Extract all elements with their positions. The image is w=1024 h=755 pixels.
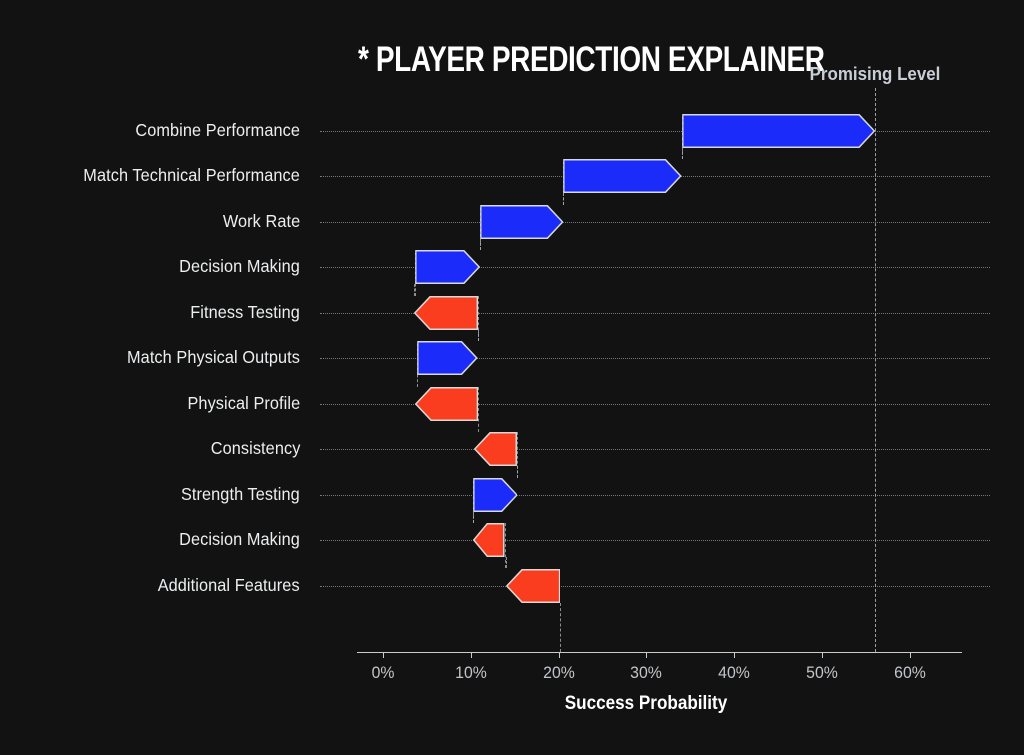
waterfall-bar-positive[interactable] — [414, 250, 480, 285]
y-axis-label-text: Physical Profile — [187, 392, 300, 413]
x-axis-tick — [383, 652, 384, 658]
waterfall-connector — [472, 477, 474, 524]
waterfall-bar-positive[interactable] — [681, 114, 875, 148]
waterfall-connector — [479, 204, 481, 251]
gridline — [320, 449, 990, 451]
y-axis-tick-label: Consistency — [0, 438, 300, 458]
y-axis-tick-label: Combine Performance — [0, 120, 300, 140]
y-axis-label-text: Decision Making — [179, 529, 300, 550]
waterfall-connector — [681, 114, 683, 160]
gridline — [320, 585, 990, 587]
x-axis-tick-label: 0% — [371, 663, 395, 682]
x-axis-tick-label: 60% — [893, 663, 926, 682]
waterfall-connector — [517, 466, 519, 478]
waterfall-connector — [479, 238, 481, 251]
waterfall-connector — [414, 250, 416, 296]
y-axis-tick-label: Physical Profile — [0, 393, 300, 413]
y-axis-tick-label: Strength Testing — [0, 484, 300, 504]
x-axis-line — [356, 652, 963, 653]
y-axis-label-text: Decision Making — [179, 256, 300, 277]
promising-level-reference-line — [874, 88, 876, 652]
x-axis-title: Success Probability — [565, 693, 728, 714]
gridline — [320, 267, 990, 269]
x-axis-tick-label: 40% — [718, 663, 751, 682]
x-axis-tick — [470, 652, 472, 658]
gridline — [320, 494, 990, 496]
waterfall-connector — [562, 193, 564, 205]
x-axis-tick-label: 10% — [454, 663, 487, 682]
gridline — [320, 358, 990, 360]
waterfall-bar-positive[interactable] — [479, 204, 563, 239]
waterfall-bar-negative[interactable] — [474, 432, 518, 467]
waterfall-connector-baseline — [560, 602, 562, 652]
waterfall-connector — [505, 557, 507, 569]
waterfall-bar-positive[interactable] — [472, 477, 518, 512]
y-axis-tick-label: Decision Making — [0, 256, 300, 276]
y-axis-label-text: Additional Features — [158, 574, 300, 595]
y-axis-label-text: Combine Performance — [135, 120, 300, 140]
waterfall-connector — [517, 432, 519, 478]
waterfall-bar-positive[interactable] — [563, 159, 682, 194]
y-axis-label-text: Fitness Testing — [190, 301, 300, 322]
waterfall-bar-negative[interactable] — [414, 386, 478, 421]
x-axis-tick — [822, 652, 823, 658]
x-axis-tick — [734, 652, 736, 658]
x-axis-tick — [909, 652, 911, 658]
x-axis-tick — [646, 652, 648, 658]
x-axis-tick-label: 30% — [630, 663, 663, 682]
waterfall-connector — [413, 284, 415, 296]
waterfall-bar-positive[interactable] — [417, 341, 478, 376]
promising-level-annotation-label: Promising Level — [809, 64, 941, 84]
y-axis-label-text: Strength Testing — [181, 483, 300, 504]
y-axis-label-text: Consistency — [210, 438, 300, 459]
y-axis-tick-label: Additional Features — [0, 575, 300, 595]
waterfall-connector — [477, 329, 479, 342]
gridline — [320, 403, 990, 405]
y-axis-label-text: Match Physical Outputs — [126, 347, 300, 368]
y-axis-tick-label: Match Physical Outputs — [0, 347, 300, 367]
waterfall-bar-negative[interactable] — [473, 523, 505, 557]
waterfall-connector — [505, 523, 507, 569]
y-axis-tick-label: Work Rate — [0, 211, 300, 231]
waterfall-connector — [477, 295, 479, 342]
y-axis-label-text: Match Technical Performance — [83, 165, 300, 186]
gridline — [320, 540, 990, 542]
y-axis-tick-label: Match Technical Performance — [0, 165, 300, 185]
gridline — [320, 221, 990, 223]
waterfall-connector — [477, 386, 479, 433]
x-axis-tick — [558, 652, 560, 658]
waterfall-connector — [681, 148, 683, 160]
y-axis-tick-label: Fitness Testing — [0, 302, 300, 322]
y-axis-tick-label: Decision Making — [0, 529, 300, 549]
waterfall-bar-negative[interactable] — [505, 568, 561, 603]
gridline — [320, 312, 990, 314]
x-axis-tick-label: 20% — [542, 663, 575, 682]
y-axis-label-text: Work Rate — [222, 210, 300, 231]
waterfall-connector — [473, 511, 475, 524]
waterfall-connector — [417, 341, 419, 387]
gridline — [320, 131, 990, 132]
waterfall-connector — [562, 159, 564, 205]
waterfall-bar-negative[interactable] — [413, 295, 478, 330]
x-axis-tick-label: 50% — [806, 663, 838, 682]
